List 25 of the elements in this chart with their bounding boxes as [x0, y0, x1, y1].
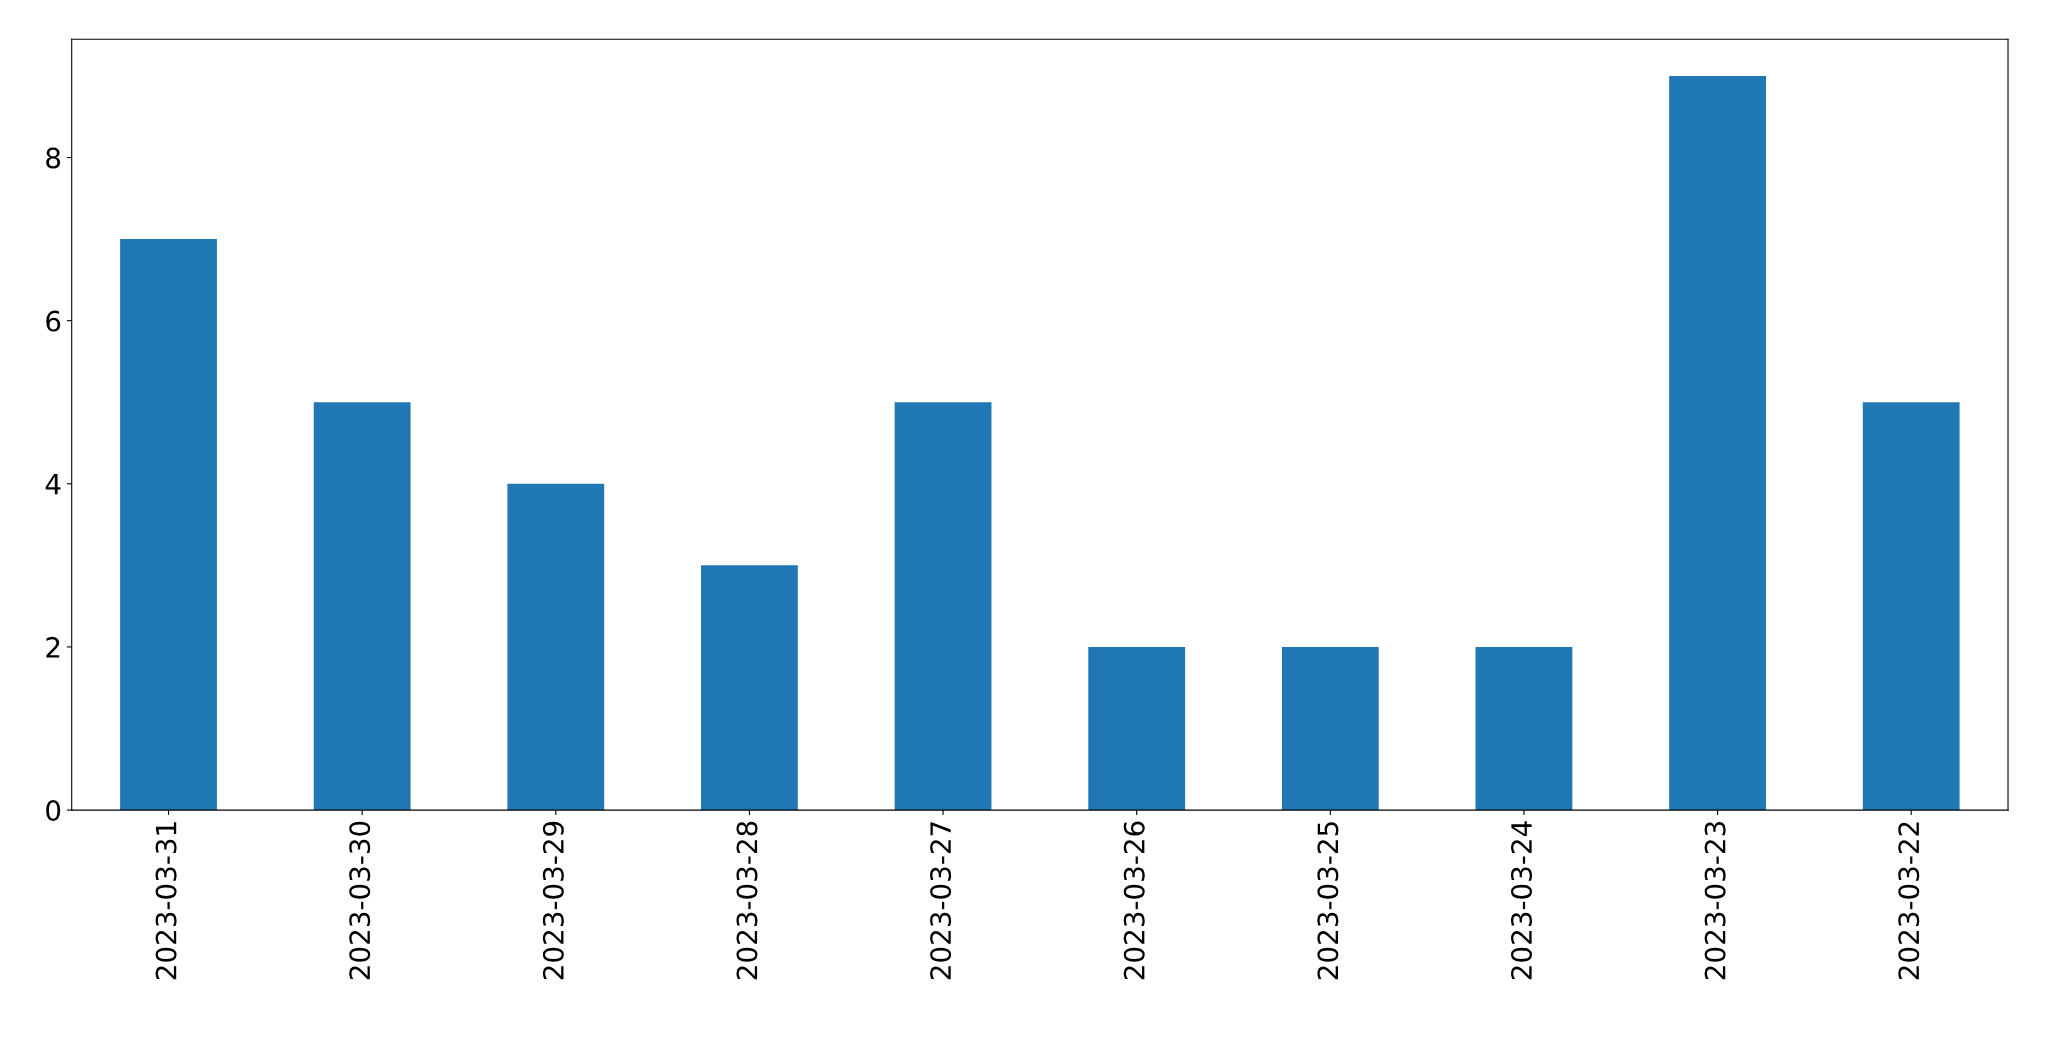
y-tick-label: 4: [45, 474, 61, 495]
bar: [701, 565, 798, 811]
x-tick-label: 2023-03-28: [736, 821, 758, 980]
x-tick-label: 2023-03-26: [1123, 821, 1145, 980]
x-tick-label: 2023-03-22: [1898, 822, 1920, 980]
x-tick-label: 2023-03-25: [1317, 822, 1339, 980]
bar: [1088, 646, 1186, 811]
y-tick-label: 0: [46, 800, 61, 822]
y-tick-label: 2: [46, 636, 60, 658]
bar: [507, 483, 605, 811]
bar: [1281, 646, 1379, 811]
bar: [313, 402, 411, 811]
x-tick-label: 2023-03-31: [155, 822, 177, 980]
y-tick-label: 6: [46, 310, 61, 332]
y-tick-label: 8: [46, 147, 61, 169]
bar: [1862, 402, 1960, 811]
x-tick-label: 2023-03-30: [349, 821, 371, 980]
x-tick-label: 2023-03-23: [1704, 822, 1726, 980]
x-tick-label: 2023-03-27: [930, 822, 952, 980]
bar: [120, 239, 217, 811]
bar: [894, 402, 992, 811]
bar: [1475, 646, 1573, 811]
bar: [1669, 75, 1766, 811]
x-tick-label: 2023-03-29: [542, 821, 564, 980]
x-tick-label: 2023-03-24: [1510, 821, 1532, 980]
